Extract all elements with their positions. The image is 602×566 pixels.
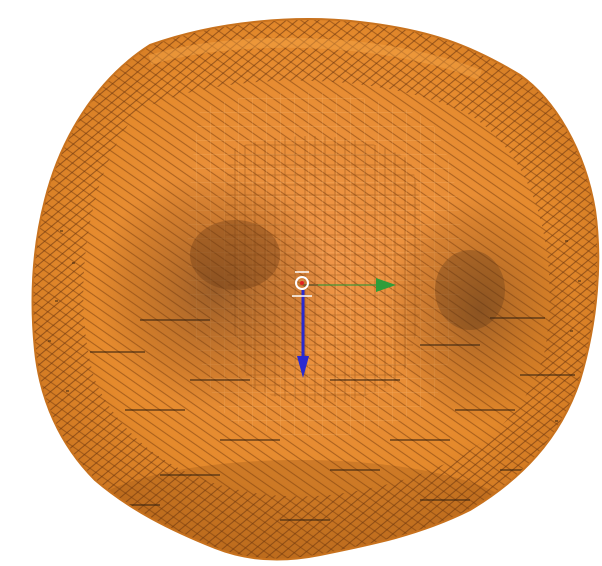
gizmo-z-arrow-icon[interactable] bbox=[297, 356, 309, 378]
left-socket-inner bbox=[190, 220, 280, 290]
gizmo-center-dot bbox=[300, 281, 304, 285]
gizmo-center[interactable] bbox=[295, 276, 309, 290]
edge-dots bbox=[48, 230, 581, 422]
right-socket-inner bbox=[435, 250, 505, 330]
gizmo-y-arrow-icon[interactable] bbox=[376, 278, 396, 292]
transform-gizmo-icon[interactable] bbox=[292, 271, 396, 378]
top-rim-highlight bbox=[148, 37, 482, 80]
left-socket bbox=[95, 170, 335, 410]
right-socket bbox=[385, 195, 575, 425]
mesh-outline bbox=[31, 18, 600, 561]
wire-strokes bbox=[90, 317, 575, 521]
